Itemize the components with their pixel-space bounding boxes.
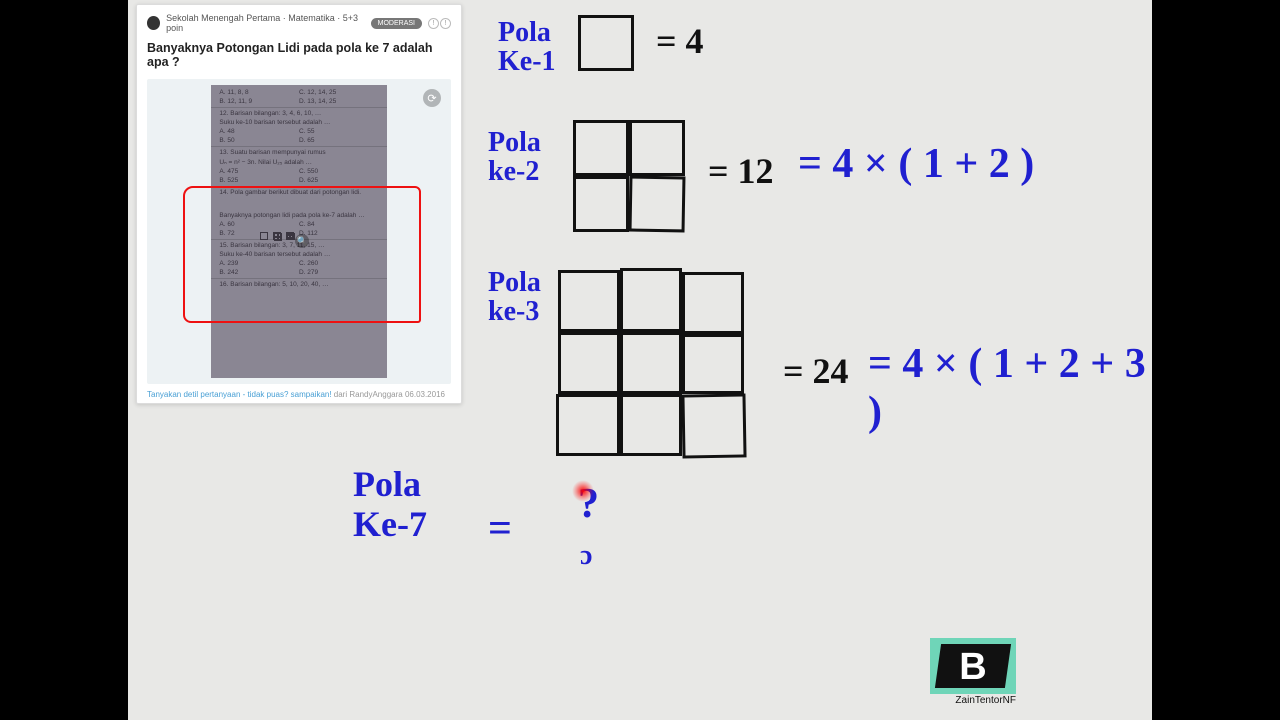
q: 12. Barisan bilangan: 3, 4, 6, 10, …: [219, 110, 378, 117]
q: Suku ke-10 barisan tersebut adalah …: [219, 119, 378, 126]
flag-icon[interactable]: !: [440, 18, 451, 29]
square-2-b: [629, 120, 685, 176]
footer-meta: dari RandyAnggara 06.03.2016: [332, 390, 445, 399]
label-pola-1: Pola Ke-1: [498, 18, 556, 77]
rotate-icon[interactable]: ⟳: [423, 89, 441, 107]
eq-pola2-val: = 12: [708, 150, 774, 192]
worksheet-photo[interactable]: A. 11, 8, 8C. 12, 14, 25 B. 12, 11, 9D. …: [211, 85, 386, 378]
logo-caption: ZainTentorNF: [930, 695, 1016, 706]
opt: B. 50: [219, 137, 299, 144]
square-3-12: [620, 268, 682, 332]
square-3-22: [620, 332, 682, 394]
opt: C. 84: [299, 221, 379, 228]
opt: C. 12, 14, 25: [299, 89, 379, 96]
eq-pola1: = 4: [656, 20, 704, 62]
square-3-31: [556, 394, 620, 456]
whiteboard-stage: Sekolah Menengah Pertama · Matematika · …: [128, 0, 1152, 720]
opt: A. 48: [219, 128, 299, 135]
laser-pointer-icon: [572, 480, 594, 502]
opt: D. 13, 14, 25: [299, 98, 379, 105]
card-header: Sekolah Menengah Pertama · Matematika · …: [147, 13, 451, 33]
question-card: Sekolah Menengah Pertama · Matematika · …: [136, 4, 462, 404]
square-3-21: [558, 332, 620, 394]
square-3-13: [682, 272, 744, 334]
avatar: [147, 16, 160, 30]
q: Uₙ = n² − 3n. Nilai U₂₅ adalah …: [219, 158, 378, 166]
square-2-a: [573, 120, 629, 176]
question-mark-small: ɔ: [580, 540, 592, 572]
opt: B. 525: [219, 177, 299, 184]
square-2-c: [573, 176, 629, 232]
q: 16. Barisan bilangan: 5, 10, 20, 40, …: [219, 281, 378, 288]
flag-icon[interactable]: !: [428, 18, 439, 29]
attachment-area: A. 11, 8, 8C. 12, 14, 25 B. 12, 11, 9D. …: [147, 79, 451, 384]
opt: A. 11, 8, 8: [219, 89, 299, 96]
opt: A. 60: [219, 221, 299, 228]
square-3-11: [558, 270, 620, 332]
opt: B. 12, 11, 9: [219, 98, 299, 105]
breadcrumb: Sekolah Menengah Pertama · Matematika · …: [166, 13, 365, 33]
eq-pola3-val: = 24: [783, 350, 849, 392]
q: Banyaknya potongan lidi pada pola ke-7 a…: [219, 212, 378, 219]
card-footer: Tanyakan detil pertanyaan - tidak puas? …: [147, 390, 451, 399]
label-pola-3: Pola ke-3: [488, 268, 541, 327]
report-icons[interactable]: ! !: [428, 18, 451, 29]
opt: D. 65: [299, 137, 379, 144]
logo-letter: B: [930, 646, 1016, 689]
question-title: Banyaknya Potongan Lidi pada pola ke 7 a…: [147, 41, 451, 69]
square-1x1: [578, 15, 634, 71]
label-pola-2: Pola ke-2: [488, 128, 541, 187]
q: 14. Pola gambar berikut dibuat dari poto…: [219, 189, 378, 196]
square-2-d: [629, 176, 686, 233]
q: Suku ke-40 barisan tersebut adalah …: [219, 251, 378, 258]
magnify-icon[interactable]: 🔍: [295, 234, 309, 248]
opt: A. 239: [219, 260, 299, 267]
label-pola-7: Pola Ke-7: [353, 465, 427, 544]
eq-pola2-expand: = 4 × ( 1 + 2 ): [798, 140, 1034, 188]
opt: A. 475: [219, 168, 299, 175]
opt: B. 242: [219, 269, 299, 276]
opt: C. 260: [299, 260, 379, 267]
pattern-thumb: [260, 232, 294, 240]
moderation-badge: MODERASI: [371, 18, 422, 29]
square-3-32: [620, 394, 682, 456]
opt: C. 550: [299, 168, 379, 175]
opt: C. 55: [299, 128, 379, 135]
brainly-logo: B ZainTentorNF: [930, 638, 1016, 706]
square-3-23: [682, 334, 744, 394]
opt: D. 112: [299, 230, 379, 237]
square-3-33: [681, 393, 746, 458]
q: 13. Suatu barisan mempunyai rumus: [219, 149, 378, 156]
ask-detail-link[interactable]: Tanyakan detil pertanyaan - tidak puas? …: [147, 390, 332, 399]
opt: D. 625: [299, 177, 379, 184]
eq-pola7: =: [488, 505, 512, 553]
eq-pola3-expand: = 4 × ( 1 + 2 + 3 ): [868, 340, 1152, 436]
opt: D. 279: [299, 269, 379, 276]
